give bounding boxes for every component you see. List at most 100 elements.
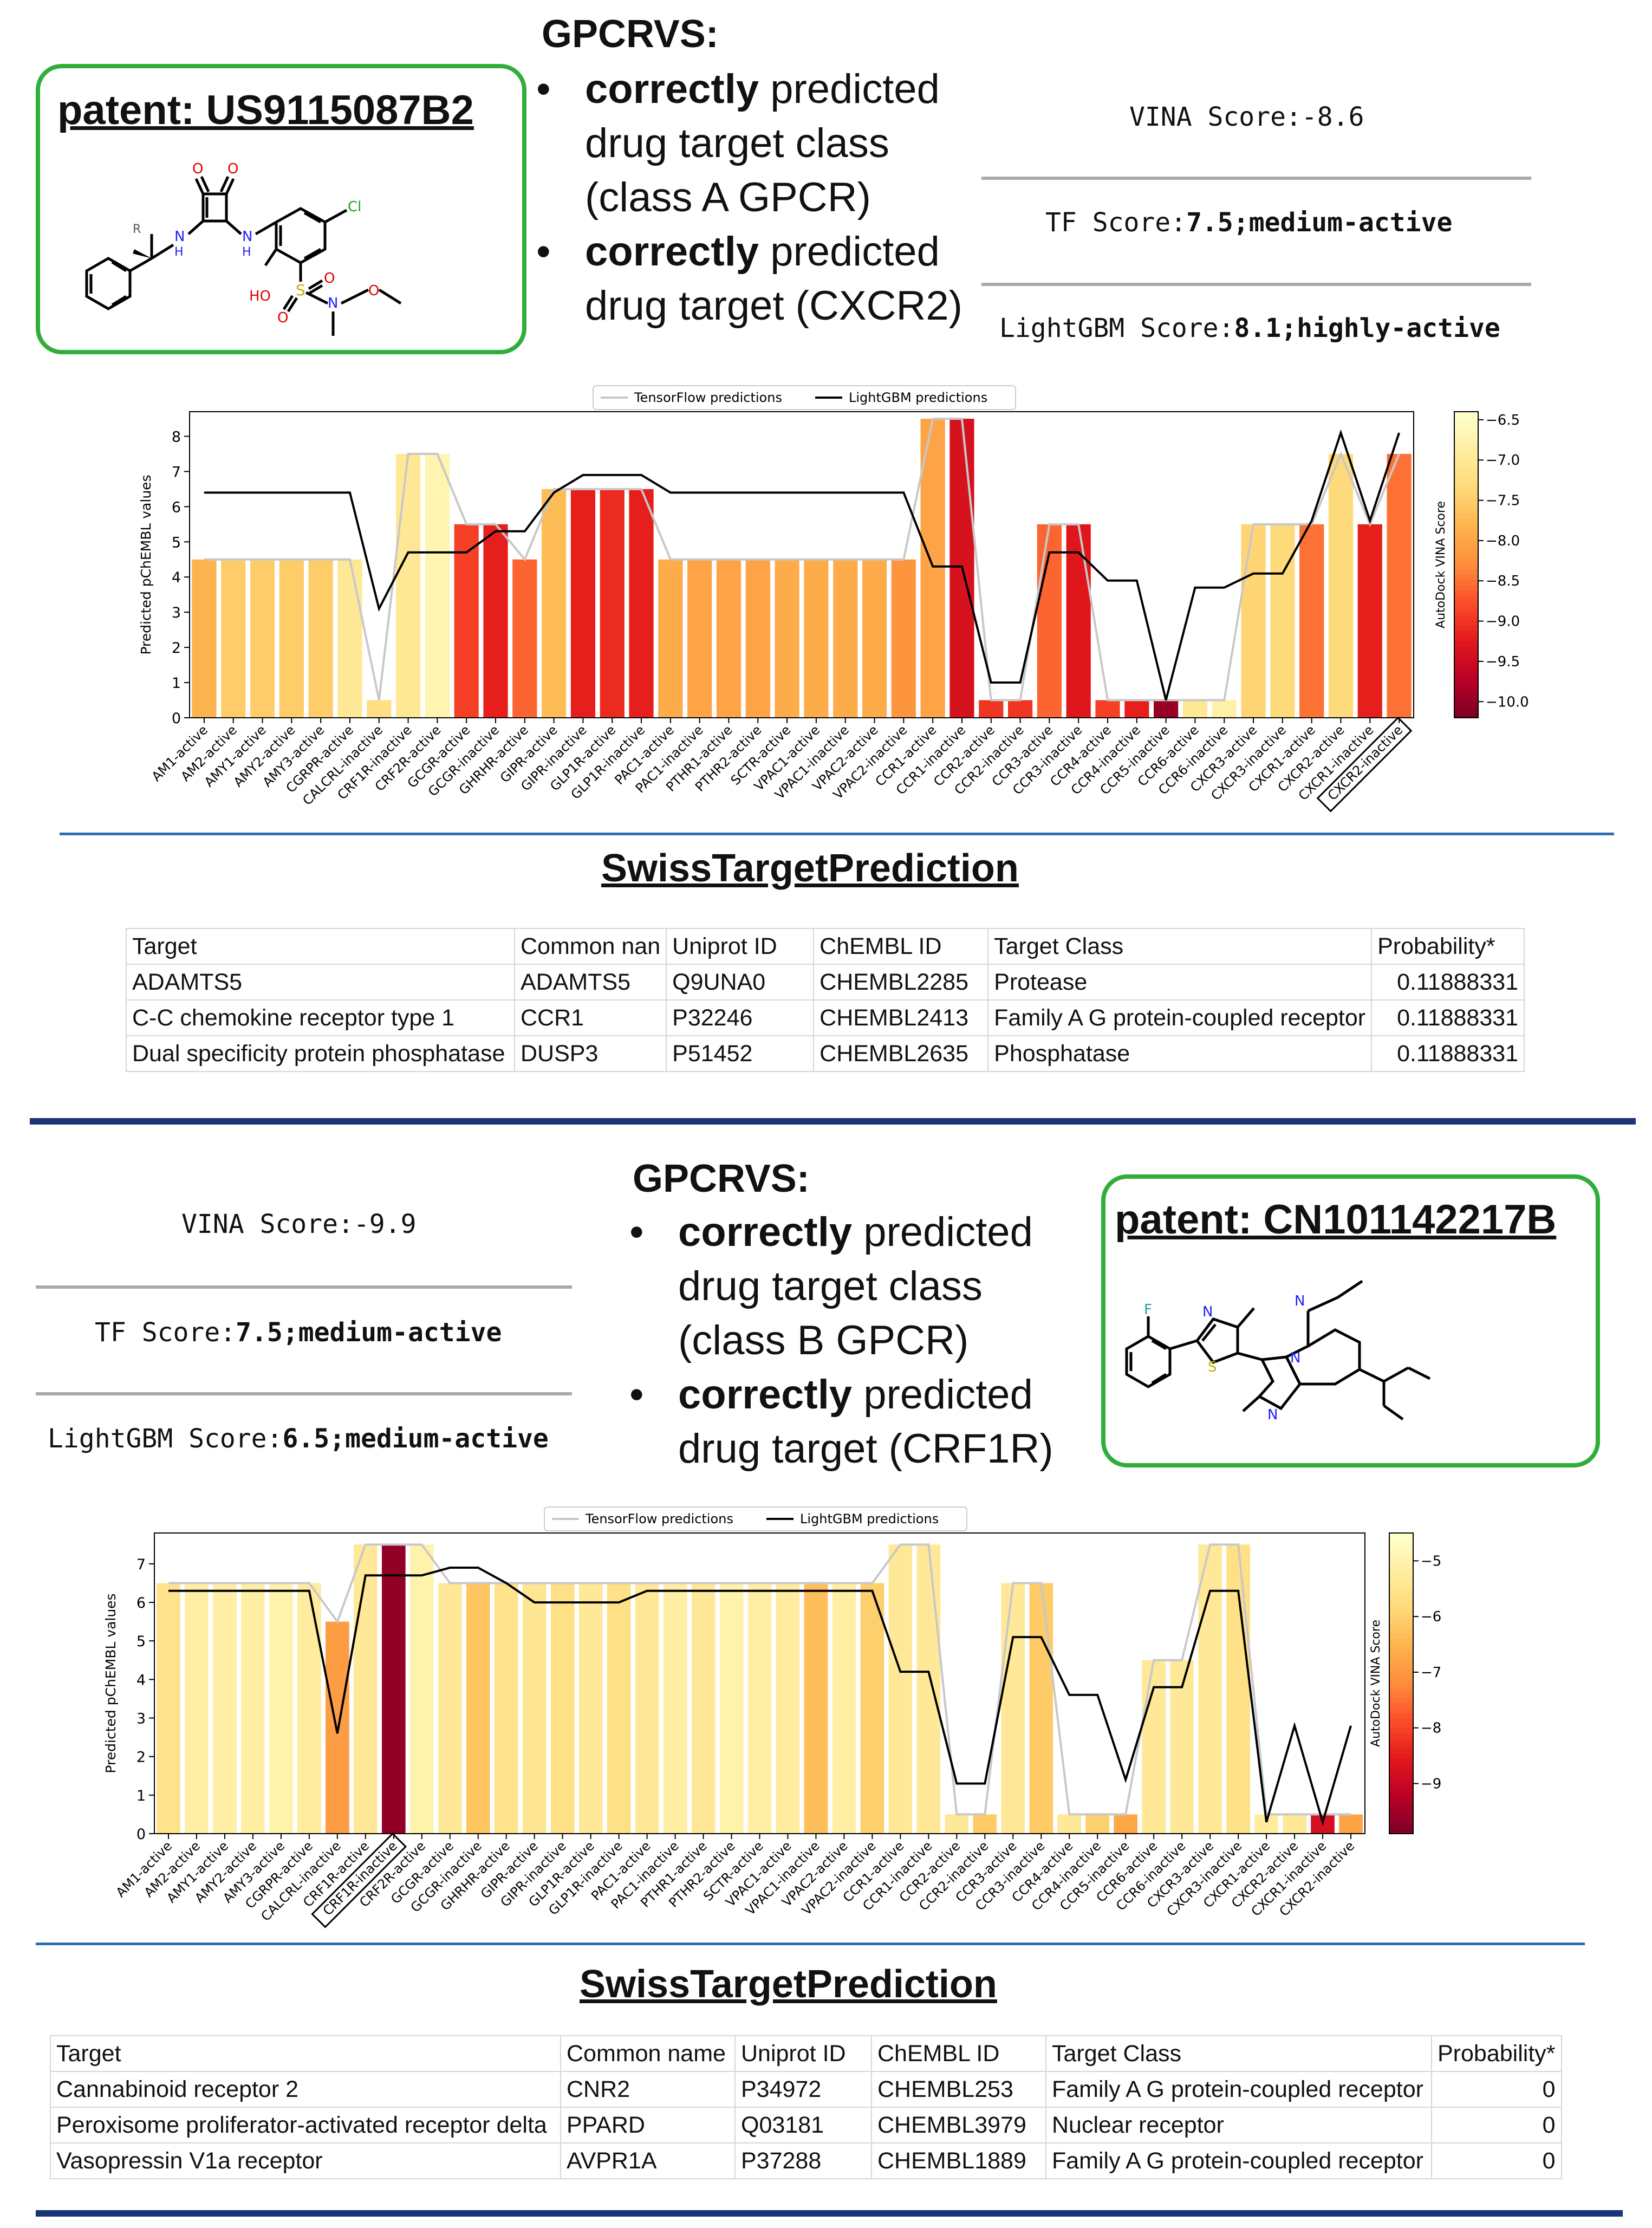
bar-VPAC1-inactive — [833, 559, 858, 718]
y-tick-label: 5 — [136, 1633, 146, 1650]
bar-CCR4-inactive — [1124, 700, 1149, 718]
table-header-cell: ChEMBL ID — [871, 2035, 1046, 2072]
colorbar-segment — [1454, 707, 1478, 713]
table-cell: Vasopressin V1a receptor — [50, 2142, 561, 2179]
table-cell: CHEMBL253 — [871, 2071, 1046, 2108]
y-tick-label: 6 — [136, 1595, 146, 1612]
colorbar-segment — [1389, 1798, 1413, 1804]
colorbar-segment — [1454, 631, 1478, 637]
bar-CCR2-active — [945, 1814, 969, 1834]
colorbar-segment — [1454, 508, 1478, 515]
y-tick-label: 3 — [172, 605, 181, 621]
colorbar-tick-label: −7.0 — [1486, 452, 1520, 469]
bar-CGRPR-active — [337, 559, 362, 718]
colorbar-tick-label: −7.5 — [1486, 493, 1520, 509]
table-cell: ADAMTS5 — [513, 964, 667, 1001]
table-cell: Q9UNA0 — [666, 964, 815, 1001]
table-cell: Phosphatase — [987, 1035, 1373, 1072]
bar-AM1-active — [157, 1583, 180, 1834]
bar-PTHR2-active — [719, 1583, 744, 1834]
y-tick-label: 6 — [172, 499, 181, 516]
y-tick-label: 4 — [172, 569, 181, 586]
table-cell: Family A G protein-coupled receptor — [1045, 2142, 1432, 2179]
plot-frame — [189, 411, 1414, 718]
table-cell: P34972 — [734, 2071, 872, 2108]
highlight-box — [311, 1832, 407, 1928]
table-cell: CHEMBL2413 — [813, 999, 989, 1036]
table-cell: Cannabinoid receptor 2 — [50, 2071, 561, 2108]
table-cell: Protease — [987, 964, 1373, 1001]
svg-text:O: O — [368, 283, 379, 299]
bar-GCGR-inactive — [483, 524, 508, 718]
bar-CXCR3-inactive — [1270, 524, 1295, 718]
colorbar-segment — [1389, 1648, 1413, 1654]
svg-text:F: F — [1144, 1302, 1152, 1318]
tensorflow-line — [168, 1543, 1351, 1816]
table-header-row: Target Common name Uniprot ID ChEMBL ID … — [50, 2035, 1562, 2072]
bar-CCR4-active — [1095, 700, 1120, 718]
bar-CCR1-inactive — [916, 1544, 941, 1834]
colorbar-segment — [1454, 621, 1478, 627]
colorbar-segment — [1454, 534, 1478, 540]
patent-1-title: patent: US9115087B2 — [57, 87, 474, 133]
svg-text:HO: HO — [249, 288, 271, 304]
colorbar-tick-label: −8 — [1421, 1720, 1441, 1737]
score-divider-2b — [36, 1392, 572, 1395]
table-cell: P51452 — [666, 1035, 815, 1072]
colorbar-segment — [1454, 498, 1478, 504]
panel-divider — [30, 1118, 1636, 1125]
patent-box-1 — [36, 64, 526, 354]
table-cell: DUSP3 — [513, 1035, 667, 1072]
gpcrvs-2-bullet-1: • correctly predicted drug target class (… — [629, 1209, 1033, 1363]
colorbar-segment — [1454, 564, 1478, 570]
table-cell: P32246 — [666, 999, 815, 1036]
colorbar-segment — [1389, 1718, 1413, 1724]
bar-GIPR-active — [542, 489, 567, 718]
table-cell: CCR1 — [513, 999, 667, 1036]
tensorflow-line — [204, 417, 1400, 701]
bar-PAC1-active — [658, 559, 683, 718]
colorbar-segment — [1454, 412, 1478, 418]
colorbar-segment — [1389, 1598, 1413, 1604]
y-tick-label: 2 — [136, 1749, 146, 1766]
colorbar-segment — [1389, 1723, 1413, 1729]
colorbar-segment — [1454, 672, 1478, 678]
colorbar-segment — [1389, 1794, 1413, 1800]
svg-text:O: O — [324, 270, 335, 287]
colorbar-segment — [1389, 1633, 1413, 1639]
bar-CCR6-active — [1182, 700, 1208, 718]
colorbar-segment — [1454, 544, 1478, 550]
bar-PTHR1-active — [691, 1583, 716, 1834]
bar-VPAC2-inactive — [891, 559, 916, 718]
gpcrvs-2-title: GPCRVS: — [633, 1157, 810, 1200]
table-row: Dual specificity protein phosphatase DUS… — [126, 1035, 1525, 1072]
colorbar-segment — [1454, 677, 1478, 683]
bar-AM1-active — [192, 559, 217, 718]
table-header-cell: Uniprot ID — [666, 928, 815, 965]
bar-AMY1-active — [213, 1583, 237, 1834]
section-divider-1 — [60, 833, 1614, 835]
bar-VPAC1-active — [776, 1583, 800, 1834]
colorbar-label: AutoDock VINA Score — [1369, 1620, 1383, 1747]
colorbar-segment — [1454, 560, 1478, 566]
bar-CCR3-inactive — [1029, 1583, 1053, 1834]
y-axis-label: Predicted pChEMBL values — [138, 475, 154, 654]
table-cell: Family A G protein-coupled receptor — [1045, 2071, 1432, 2108]
swiss-title-1: SwissTargetPrediction — [601, 847, 1019, 890]
colorbar-segment — [1454, 651, 1478, 657]
bar-CCR4-active — [1057, 1814, 1082, 1834]
colorbar-segment — [1389, 1818, 1413, 1824]
legend-lightgbm-label: LightGBM predictions — [849, 390, 987, 405]
svg-text:Cl: Cl — [348, 199, 361, 215]
bar-VPAC2-active — [832, 1583, 856, 1834]
table-cell: 0.11888331 — [1371, 964, 1525, 1001]
bar-CCR3-inactive — [1066, 524, 1091, 718]
bar-AMY1-active — [250, 559, 275, 718]
colorbar-segment — [1454, 524, 1478, 530]
gpcrvs-1-bullets: • correctly predicted drug target class (… — [536, 62, 986, 333]
table-cell: P37288 — [734, 2142, 872, 2179]
y-tick-label: 0 — [136, 1826, 146, 1843]
bar-GCGR-active — [454, 524, 479, 718]
